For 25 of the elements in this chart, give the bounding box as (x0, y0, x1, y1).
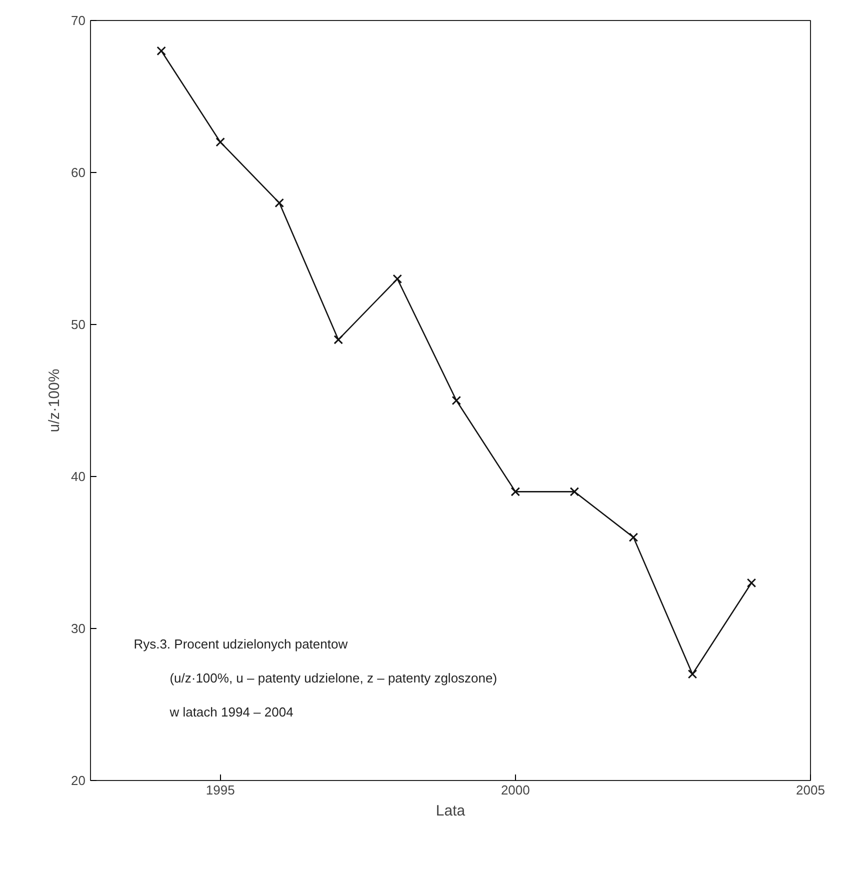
x-axis-title: Lata (436, 802, 466, 820)
point (688, 669, 698, 679)
annotation: Rys.3. Procent udzielonych patentow (134, 636, 348, 652)
x-tick-label: 1995 (206, 782, 235, 798)
point (392, 274, 402, 284)
annotation: (u/z·100%, u – patenty udzielone, z – patenty zgloszone) (170, 670, 498, 686)
point (746, 578, 756, 588)
y-tick-label: 30 (71, 621, 86, 636)
point (570, 487, 580, 496)
y-axis-title: u/z·100% (46, 368, 64, 432)
y-tick-label: 50 (71, 317, 86, 332)
point (628, 532, 638, 542)
x-tick-label: 2000 (500, 782, 530, 798)
annotation: w latach 1994 – 2004 (168, 704, 294, 720)
y-tick-label: 70 (71, 13, 86, 28)
y-tick-label: 40 (71, 469, 86, 484)
point (156, 46, 166, 56)
point (452, 396, 462, 406)
point (216, 137, 225, 147)
point (274, 198, 284, 208)
point (510, 487, 520, 496)
point (334, 335, 344, 344)
y-tick-label: 60 (71, 165, 86, 180)
y-tick-label: 20 (71, 773, 86, 788)
x-tick-label: 2005 (796, 782, 825, 798)
